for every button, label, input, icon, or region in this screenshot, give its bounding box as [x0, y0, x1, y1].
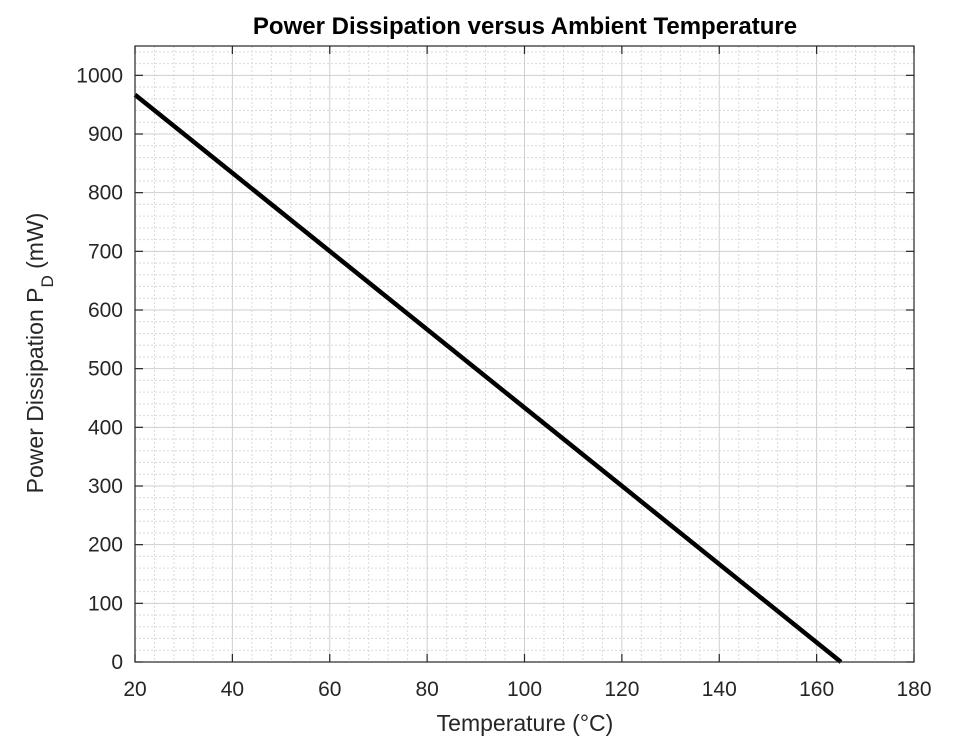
y-tick-label: 400 [88, 416, 123, 439]
x-tick-label: 20 [123, 678, 146, 701]
y-tick-labels: 0 100 200 300 400 500 600 700 800 900 1000 [76, 64, 123, 674]
y-tick-label: 0 [111, 651, 123, 674]
series-layer [133, 92, 843, 664]
series-line-power-dissipation [133, 92, 843, 664]
y-tick-label: 600 [88, 299, 123, 322]
chart-title: Power Dissipation versus Ambient Tempera… [253, 13, 797, 40]
x-tick-label: 60 [318, 678, 341, 701]
x-tick-labels: 20 40 60 80 100 120 140 160 180 [123, 678, 931, 701]
x-tick-label: 140 [702, 678, 737, 701]
y-tick-label: 1000 [76, 64, 123, 87]
y-tick-label: 100 [88, 592, 123, 615]
y-axis-label-subscript: D [38, 275, 57, 287]
y-axis-label-unit: (mW) [22, 213, 48, 276]
grid [134, 46, 915, 663]
y-tick-label: 800 [88, 182, 123, 205]
y-axis-label: Power Dissipation PD (mW) [22, 213, 57, 494]
x-tick-label: 80 [415, 678, 438, 701]
x-tick-label: 100 [507, 678, 542, 701]
y-tick-label: 500 [88, 358, 123, 381]
x-tick-label: 180 [896, 678, 931, 701]
x-tick-label: 120 [604, 678, 639, 701]
x-tick-label: 160 [799, 678, 834, 701]
y-tick-label: 200 [88, 534, 123, 557]
ticks [134, 46, 915, 663]
x-axis-label: Temperature (°C) [437, 710, 614, 736]
y-tick-label: 900 [88, 123, 123, 146]
y-tick-label: 300 [88, 475, 123, 498]
y-axis-label-main: Power Dissipation P [22, 288, 48, 494]
y-tick-label: 700 [88, 240, 123, 263]
x-tick-label: 40 [221, 678, 244, 701]
